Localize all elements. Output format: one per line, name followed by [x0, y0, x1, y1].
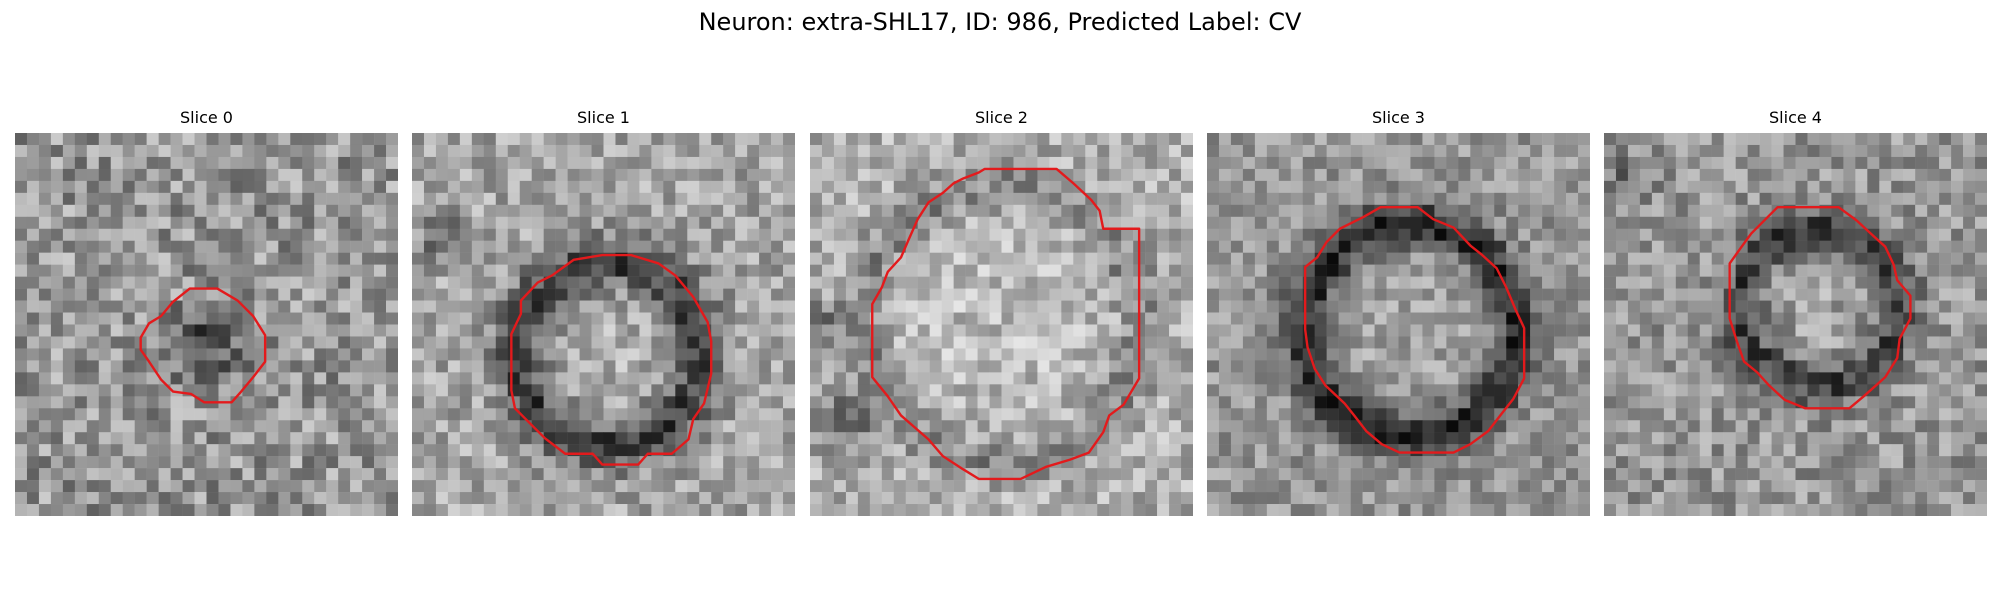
- pixel-grid-3: [1207, 133, 1590, 516]
- segmentation-contour-1: [511, 255, 711, 464]
- segmentation-contour-4: [1730, 207, 1911, 408]
- slice-panel-1: Slice 1: [412, 108, 795, 518]
- slice-image-2: [810, 133, 1193, 516]
- slice-title-4: Slice 4: [1769, 108, 1822, 127]
- slice-image-3: [1207, 133, 1590, 516]
- segmentation-contour-0: [141, 289, 265, 403]
- slice-title-2: Slice 2: [975, 108, 1028, 127]
- figure-title: Neuron: extra-SHL17, ID: 986, Predicted …: [698, 8, 1302, 36]
- slice-image-1: [412, 133, 795, 516]
- slice-title-1: Slice 1: [577, 108, 630, 127]
- slice-image-0: [15, 133, 398, 516]
- slice-panel-4: Slice 4: [1604, 108, 1987, 518]
- pixel-grid-0: [15, 133, 398, 516]
- slice-title-0: Slice 0: [180, 108, 233, 127]
- pixel-grid-4: [1604, 133, 1987, 516]
- slice-panel-2: Slice 2: [810, 108, 1193, 518]
- pixel-grid-1: [412, 133, 795, 516]
- slice-image-4: [1604, 133, 1987, 516]
- segmentation-contour-2: [872, 169, 1139, 479]
- slice-panel-3: Slice 3: [1207, 108, 1590, 518]
- slice-panel-0: Slice 0: [15, 108, 398, 518]
- slice-title-3: Slice 3: [1372, 108, 1425, 127]
- segmentation-contour-3: [1305, 207, 1524, 452]
- pixel-grid-2: [810, 133, 1193, 516]
